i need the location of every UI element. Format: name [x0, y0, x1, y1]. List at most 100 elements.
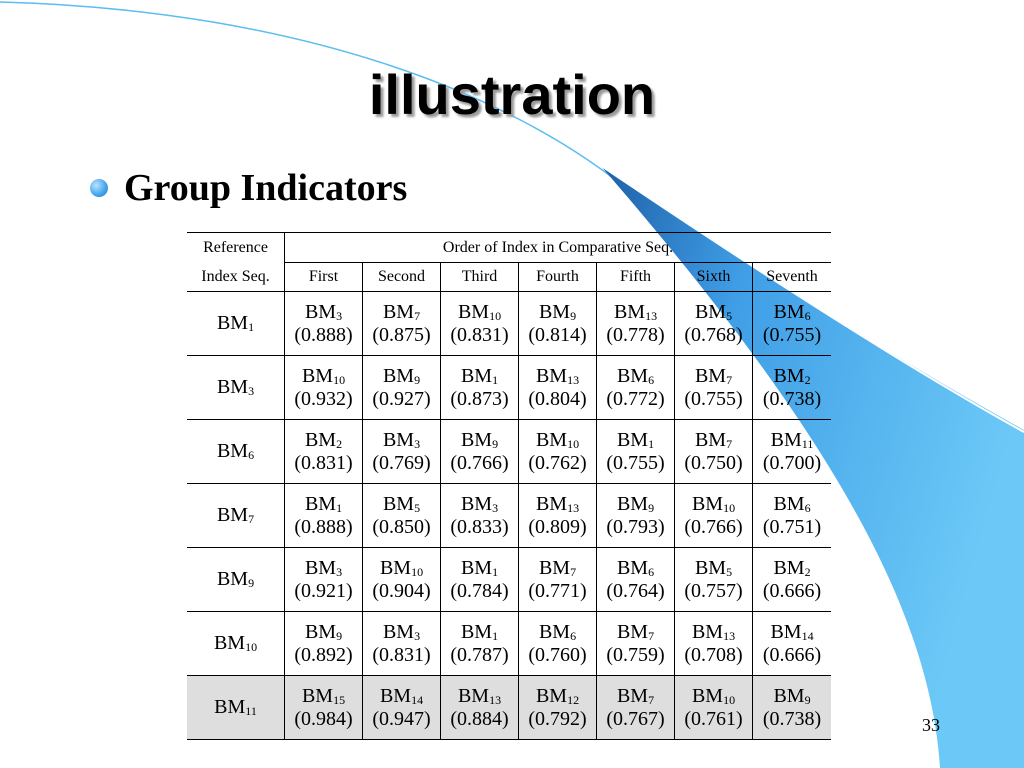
index-base: BM	[616, 621, 649, 643]
ref-subscript: 3	[248, 384, 255, 398]
index-base: BM	[457, 301, 490, 323]
index-subscript: 7	[726, 437, 733, 451]
ref-header-line1: Reference	[187, 232, 285, 263]
row-reference-label: BM1	[187, 291, 285, 356]
index-value-cell: (0.757)	[674, 580, 753, 612]
index-base: BM	[460, 429, 493, 451]
col-header-first: First	[284, 262, 363, 292]
index-name-cell: BM3	[362, 611, 441, 644]
index-subscript: 10	[333, 373, 346, 387]
index-name-cell: BM1	[440, 355, 519, 388]
index-subscript: 6	[804, 309, 811, 323]
index-value-cell: (0.769)	[362, 452, 441, 484]
index-subscript: 11	[801, 437, 814, 451]
index-name-cell: BM6	[753, 292, 832, 325]
index-name-cell: BM14	[362, 675, 441, 708]
index-name-cell: BM9	[440, 419, 519, 452]
ref-base: BM	[216, 504, 249, 526]
index-base: BM	[773, 557, 805, 579]
table-row-values: (0.888) (0.850) (0.833) (0.809) (0.793) (0.76…	[187, 516, 831, 548]
page-number: 33	[922, 715, 940, 735]
index-base: BM	[460, 365, 493, 387]
index-subscript: 9	[648, 501, 655, 515]
index-name-cell: BM7	[674, 419, 753, 452]
table-row-values: (0.984) (0.947) (0.884) (0.792) (0.767) (0.76…	[187, 708, 831, 740]
index-base: BM	[773, 365, 805, 387]
index-value-cell: (0.666)	[752, 580, 831, 612]
index-value-cell: (0.784)	[440, 580, 519, 612]
ref-subscript: 6	[248, 448, 255, 462]
table-row: BM11 BM15 BM14 BM13 BM12 BM7 BM10 BM9	[187, 675, 831, 740]
index-name-cell: BM2	[284, 419, 363, 452]
index-subscript: 12	[567, 693, 580, 707]
table-row: BM10 BM9 BM3 BM1 BM6 BM7 BM13 BM14	[187, 611, 831, 676]
row-reference-label: BM10	[187, 611, 285, 676]
order-header: Order of Index in Comparative Seq.	[284, 232, 831, 263]
index-subscript: 1	[336, 501, 343, 515]
row-reference-label: BM9	[187, 547, 285, 612]
index-name-cell: BM13	[518, 355, 597, 388]
index-name-cell: BM6	[518, 611, 597, 644]
index-subscript: 10	[567, 437, 580, 451]
index-subscript: 7	[570, 565, 577, 579]
index-value-cell: (0.760)	[518, 644, 597, 676]
col-header-third: Third	[440, 262, 519, 292]
index-subscript: 1	[648, 437, 655, 451]
index-base: BM	[616, 557, 649, 579]
index-base: BM	[382, 365, 415, 387]
index-value-cell: (0.738)	[752, 388, 831, 420]
index-name-cell: BM7	[596, 675, 675, 708]
index-value-cell: (0.767)	[596, 708, 675, 740]
index-name-cell: BM9	[752, 675, 831, 708]
index-base: BM	[379, 685, 412, 707]
index-subscript: 13	[567, 501, 580, 515]
index-subscript: 15	[333, 693, 346, 707]
ref-base: BM	[216, 568, 249, 590]
table-row-values: (0.892) (0.831) (0.787) (0.760) (0.759) (0.70…	[187, 644, 831, 676]
row-reference-label: BM3	[187, 355, 285, 420]
ref-base: BM	[216, 440, 249, 462]
index-base: BM	[535, 365, 568, 387]
index-name-cell: BM15	[284, 675, 363, 708]
col-header-seventh: Seventh	[752, 262, 831, 292]
index-base: BM	[773, 301, 805, 323]
table-row: BM1 BM3 BM7 BM10 BM9 BM13 BM5 BM6	[187, 291, 832, 356]
index-value-cell: (0.771)	[518, 580, 597, 612]
index-name-cell: BM10	[674, 483, 753, 516]
bullet-item: Group Indicators	[90, 163, 407, 213]
index-name-cell: BM2	[753, 356, 832, 389]
index-value-cell: (0.888)	[284, 516, 363, 548]
index-name-cell: BM10	[362, 547, 441, 580]
table-row-values: (0.921) (0.904) (0.784) (0.771) (0.764) (0.75…	[187, 580, 831, 612]
index-base: BM	[538, 301, 571, 323]
index-value-cell: (0.761)	[674, 708, 753, 740]
table-row-values: (0.888) (0.875) (0.831) (0.814) (0.778) (0.76…	[187, 324, 831, 356]
index-value-cell: (0.884)	[440, 708, 519, 740]
index-base: BM	[304, 493, 337, 515]
index-name-cell: BM2	[753, 548, 832, 581]
index-base: BM	[301, 685, 334, 707]
ref-subscript: 10	[245, 640, 258, 654]
index-base: BM	[301, 365, 334, 387]
index-value-cell: (0.762)	[518, 452, 597, 484]
index-base: BM	[535, 429, 568, 451]
index-base: BM	[460, 621, 493, 643]
index-name-cell: BM7	[362, 291, 441, 324]
index-value-cell: (0.759)	[596, 644, 675, 676]
ref-base: BM	[214, 696, 246, 718]
index-value-cell: (0.750)	[674, 452, 753, 484]
table-row-values: (0.932) (0.927) (0.873) (0.804) (0.772) (0.75…	[187, 388, 831, 420]
index-subscript: 9	[414, 373, 421, 387]
index-subscript: 10	[723, 693, 736, 707]
index-subscript: 6	[648, 565, 655, 579]
index-value-cell: (0.831)	[284, 452, 363, 484]
index-base: BM	[457, 685, 490, 707]
table-header-row-1: Reference Order of Index in Comparative …	[187, 232, 831, 263]
col-header-fifth: Fifth	[596, 262, 675, 292]
index-value-cell: (0.768)	[674, 324, 753, 356]
index-value-cell: (0.809)	[518, 516, 597, 548]
index-subscript: 9	[336, 629, 343, 643]
index-name-cell: BM3	[362, 419, 441, 452]
index-value-cell: (0.850)	[362, 516, 441, 548]
index-base: BM	[694, 557, 727, 579]
